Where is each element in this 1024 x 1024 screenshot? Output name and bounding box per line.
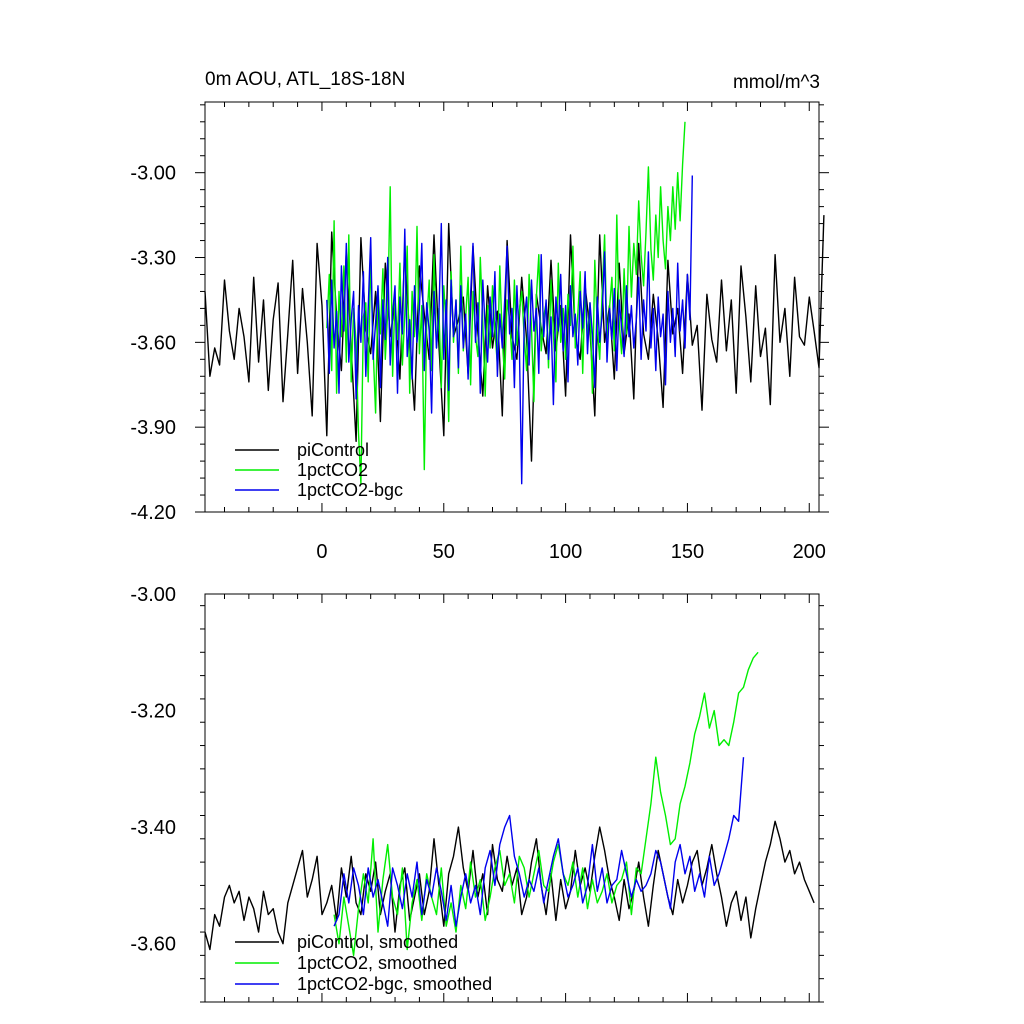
series-line-picontrol-smoothed <box>204 820 815 951</box>
series-line-1pctco2-bgc <box>326 175 693 485</box>
y-tick-labels: -4.20 -3.90 -3.60 -3.30 -3.00 <box>130 163 176 524</box>
y-tick-label: -3.30 <box>130 248 176 270</box>
x-tick-label: 100 <box>549 541 582 563</box>
legend-label: 1pctCO2 <box>297 460 368 480</box>
legend-label: piControl, smoothed <box>297 932 458 952</box>
y-tick-label: -3.90 <box>130 417 176 439</box>
plot-frame <box>204 101 820 513</box>
y-tick-label: -3.20 <box>130 701 176 723</box>
series-group <box>204 651 815 957</box>
x-tick-label: 0 <box>316 541 327 563</box>
y-tick-label: -3.00 <box>130 584 176 606</box>
y-tick-label: -4.20 <box>130 502 176 524</box>
x-tick-label: 50 <box>433 541 455 563</box>
series-group <box>204 121 825 485</box>
x-tick-labels: 0 50 100 150 200 <box>316 541 826 563</box>
units-label: mmol/m^3 <box>733 72 820 93</box>
y-tick-label: -3.60 <box>130 934 176 956</box>
legend-label: 1pctCO2, smoothed <box>297 953 457 973</box>
y-tick-label: -3.60 <box>130 332 176 354</box>
x-tick-label: 200 <box>793 541 826 563</box>
y-tick-label: -3.00 <box>130 163 176 185</box>
top-panel: 0m AOU, ATL_18S-18N mmol/m^3 -4.20-3.90-… <box>130 69 829 563</box>
bottom-panel: -3.60 -3.40 -3.20 -3.00 piControl, smoothed… <box>130 584 824 1003</box>
series-line-picontrol <box>204 215 825 462</box>
tick-group <box>195 102 829 513</box>
tick-group <box>200 594 824 1003</box>
legend-label: 1pctCO2-bgc <box>297 480 403 500</box>
chart-title: 0m AOU, ATL_18S-18N <box>205 69 405 90</box>
y-tick-labels: -3.60 -3.40 -3.20 -3.00 <box>130 584 176 956</box>
series-line-1pctco2-bgc-smoothed <box>333 757 745 927</box>
legend-label: 1pctCO2-bgc, smoothed <box>297 974 492 994</box>
x-tick-label: 150 <box>671 541 704 563</box>
plot-frame <box>204 593 820 1003</box>
y-tick-label: -3.40 <box>130 817 176 839</box>
legend-label: piControl <box>297 440 369 460</box>
